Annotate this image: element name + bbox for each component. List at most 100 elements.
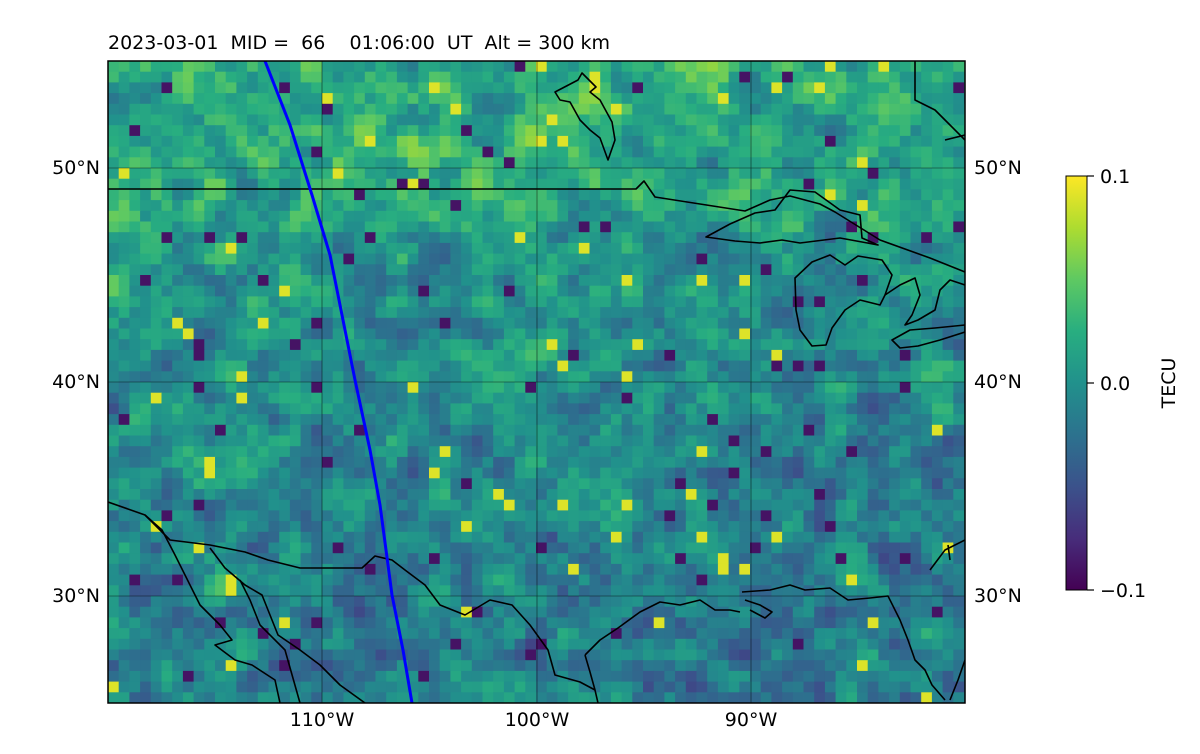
tec-cell (899, 275, 912, 287)
tec-cell (803, 103, 815, 116)
tec-cell (503, 253, 516, 265)
tec-cell (225, 93, 237, 105)
tec-cell (396, 135, 409, 148)
tec-cell (471, 242, 484, 255)
tec-cell (407, 553, 419, 565)
tec-cell (354, 296, 366, 308)
tec-cell (568, 692, 580, 703)
tec-cell (215, 232, 227, 244)
tec-cell (129, 61, 141, 73)
tec-cell (182, 542, 195, 554)
tec-cell (792, 82, 805, 94)
tec-cell (707, 499, 719, 511)
tec-cell (557, 660, 569, 672)
tec-cell (760, 103, 772, 116)
tec-cell (429, 114, 441, 126)
tec-cell (118, 596, 130, 608)
tec-cell (557, 371, 569, 383)
tec-cell (739, 692, 751, 703)
tec-cell (771, 135, 783, 148)
tec-cell (782, 574, 794, 586)
tec-cell (835, 275, 847, 287)
tec-cell (953, 307, 965, 319)
tec-cell (600, 285, 612, 297)
tec-cell (215, 638, 227, 651)
tec-cell (396, 339, 409, 351)
tec-cell (461, 553, 473, 565)
tec-cell (503, 553, 516, 565)
tec-cell (782, 200, 794, 212)
tec-cell (225, 596, 237, 608)
tec-cell (610, 574, 623, 586)
tec-cell (225, 221, 237, 233)
tec-cell (771, 178, 783, 190)
tec-cell (247, 478, 259, 490)
tec-cell (386, 317, 398, 330)
tec-cell (589, 264, 601, 276)
tec-cell (514, 285, 526, 297)
tec-cell (771, 168, 783, 180)
tec-cell (161, 681, 173, 693)
tec-cell (739, 414, 751, 426)
tec-cell (354, 424, 366, 437)
tec-cell (311, 606, 323, 618)
tec-cell (525, 424, 537, 437)
tec-cell (611, 703, 622, 714)
tec-cell (824, 617, 837, 629)
tec-cell (750, 135, 762, 148)
tec-cell (225, 510, 237, 522)
tec-cell (471, 232, 484, 244)
tec-cell (493, 703, 504, 714)
tec-cell (493, 328, 505, 340)
tec-cell (375, 392, 387, 404)
tec-cell (931, 349, 944, 362)
tec-cell (471, 456, 484, 469)
tec-cell (792, 200, 805, 212)
tec-cell (204, 456, 216, 469)
tec-cell (685, 232, 698, 244)
lat-label-40n-left: 40°N (52, 371, 100, 393)
tec-cell (632, 467, 644, 479)
tec-cell (578, 638, 591, 651)
tec-cell (236, 467, 248, 479)
tec-cell (696, 103, 708, 116)
tec-cell (118, 317, 130, 330)
tec-cell (889, 242, 901, 255)
tec-cell (150, 670, 163, 683)
tec-cell (129, 221, 141, 233)
tec-cell (696, 232, 708, 244)
tec-cell (707, 168, 719, 180)
tec-cell (204, 221, 216, 233)
tec-cell (610, 521, 623, 533)
tec-cell (771, 660, 783, 672)
tec-cell (814, 574, 826, 586)
tec-cell (621, 157, 633, 169)
tec-cell (536, 82, 548, 94)
tec-cell (461, 638, 473, 651)
tec-cell (782, 628, 794, 640)
tec-cell (182, 82, 195, 94)
tec-cell (621, 478, 633, 490)
tec-cell (610, 692, 623, 703)
tec-cell (771, 61, 783, 73)
tec-cell (632, 307, 644, 319)
tec-cell (760, 542, 772, 554)
tec-cell (835, 61, 847, 73)
tec-cell (161, 275, 173, 287)
tec-cell (364, 510, 377, 522)
tec-cell (889, 317, 901, 330)
colorbar: 0.1 0.0 −0.1 TECU (1065, 166, 1180, 602)
tec-cell (675, 232, 687, 244)
tec-cell (514, 649, 526, 661)
tec-cell (610, 125, 623, 137)
tec-cell (471, 521, 484, 533)
tec-cell (653, 71, 665, 83)
tec-cell (953, 456, 965, 469)
tec-cell (760, 553, 772, 565)
tec-cell (664, 649, 676, 661)
tec-cell (589, 328, 601, 340)
tec-cell (814, 242, 826, 255)
tec-cell (546, 221, 558, 233)
tec-cell (503, 264, 516, 276)
tec-cell (685, 606, 698, 618)
